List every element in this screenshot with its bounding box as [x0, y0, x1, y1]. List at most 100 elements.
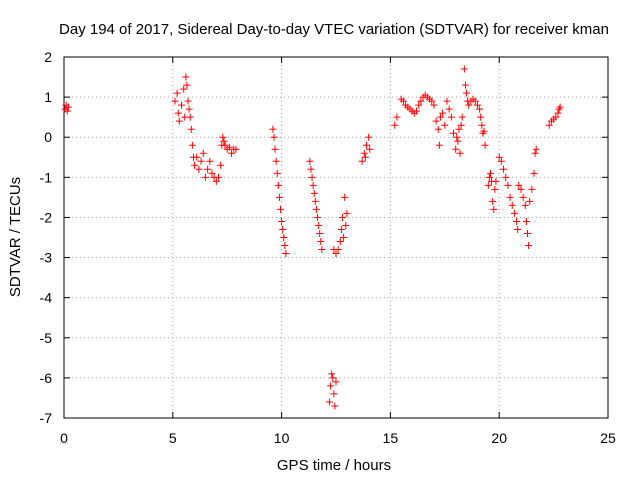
data-point — [495, 153, 503, 161]
data-point — [471, 97, 479, 105]
data-point — [484, 181, 492, 189]
x-tick-label: 10 — [274, 430, 290, 446]
data-point — [193, 153, 201, 161]
series-seg-02 — [171, 73, 240, 185]
data-point — [439, 109, 447, 117]
data-point — [523, 229, 531, 237]
data-point — [453, 133, 461, 141]
data-point — [485, 173, 493, 181]
data-point — [219, 133, 227, 141]
data-point — [183, 81, 191, 89]
data-point — [63, 107, 71, 115]
data-point — [325, 398, 333, 406]
y-tick-label: -3 — [40, 250, 53, 266]
data-point — [272, 157, 280, 165]
data-point — [365, 133, 373, 141]
data-point — [513, 217, 521, 225]
data-point — [204, 165, 212, 173]
data-point — [197, 157, 205, 165]
data-point — [315, 221, 323, 229]
data-point — [393, 113, 401, 121]
data-point — [269, 125, 277, 133]
x-tick-label: 5 — [169, 430, 177, 446]
data-point — [554, 109, 562, 117]
data-point — [362, 141, 370, 149]
data-point — [526, 197, 534, 205]
data-point — [270, 133, 278, 141]
data-point — [360, 149, 368, 157]
data-point — [280, 234, 288, 241]
data-point — [340, 234, 348, 241]
data-point — [552, 113, 560, 121]
data-point — [317, 238, 325, 246]
data-point — [478, 121, 486, 129]
data-point — [455, 125, 463, 133]
data-point — [343, 209, 351, 217]
data-point — [328, 370, 336, 378]
data-point — [310, 189, 318, 197]
data-point — [504, 181, 512, 189]
data-point — [490, 205, 498, 213]
data-point — [461, 81, 469, 89]
x-tick-label: 0 — [60, 430, 68, 446]
series-seg-08 — [391, 65, 489, 157]
data-point — [318, 246, 326, 254]
data-point — [457, 121, 465, 129]
data-point — [220, 137, 228, 145]
data-point — [199, 149, 207, 157]
data-point — [510, 209, 518, 217]
series-seg-10 — [545, 103, 564, 129]
data-points — [61, 65, 564, 410]
data-point — [435, 141, 443, 149]
series-seg-09 — [484, 145, 540, 250]
data-point — [500, 165, 508, 173]
data-point — [525, 242, 533, 250]
data-point — [174, 109, 182, 117]
data-point — [491, 185, 499, 193]
data-point — [532, 145, 540, 153]
data-point — [171, 97, 179, 105]
data-point — [441, 121, 449, 129]
data-point — [332, 378, 340, 386]
data-point — [178, 101, 186, 109]
data-point — [306, 157, 314, 165]
data-point — [545, 121, 553, 129]
data-point — [476, 105, 484, 113]
data-point — [342, 221, 350, 229]
data-point — [195, 165, 203, 173]
data-point — [273, 169, 281, 177]
x-axis-label: GPS time / hours — [277, 457, 391, 474]
data-point — [497, 157, 505, 165]
data-point — [307, 165, 315, 173]
data-point — [508, 201, 516, 209]
data-point — [271, 145, 279, 153]
data-point — [481, 141, 489, 149]
data-point — [517, 185, 525, 193]
y-tick-label: -4 — [40, 290, 53, 306]
data-point — [331, 402, 339, 410]
data-point — [530, 169, 538, 177]
data-point — [415, 101, 423, 109]
data-point — [428, 97, 436, 105]
y-tick-labels: 2 1 0 -1 -2 -3 -4 -5 -6 -7 — [40, 49, 53, 426]
data-point — [514, 225, 522, 233]
data-point — [212, 177, 220, 185]
data-point — [502, 173, 510, 181]
data-point — [311, 197, 319, 205]
data-point — [361, 153, 369, 161]
ticks — [63, 56, 609, 419]
x-tick-label: 25 — [600, 430, 616, 446]
data-point — [173, 89, 181, 97]
data-point — [447, 113, 455, 121]
data-point — [208, 169, 216, 177]
data-point — [175, 117, 183, 125]
data-point — [188, 141, 196, 149]
data-point — [279, 225, 287, 233]
data-point — [434, 125, 442, 133]
data-point — [413, 107, 421, 115]
data-point — [187, 125, 195, 133]
data-point — [314, 213, 322, 221]
y-tick-label: -6 — [40, 370, 53, 386]
x-tick-label: 15 — [383, 430, 399, 446]
